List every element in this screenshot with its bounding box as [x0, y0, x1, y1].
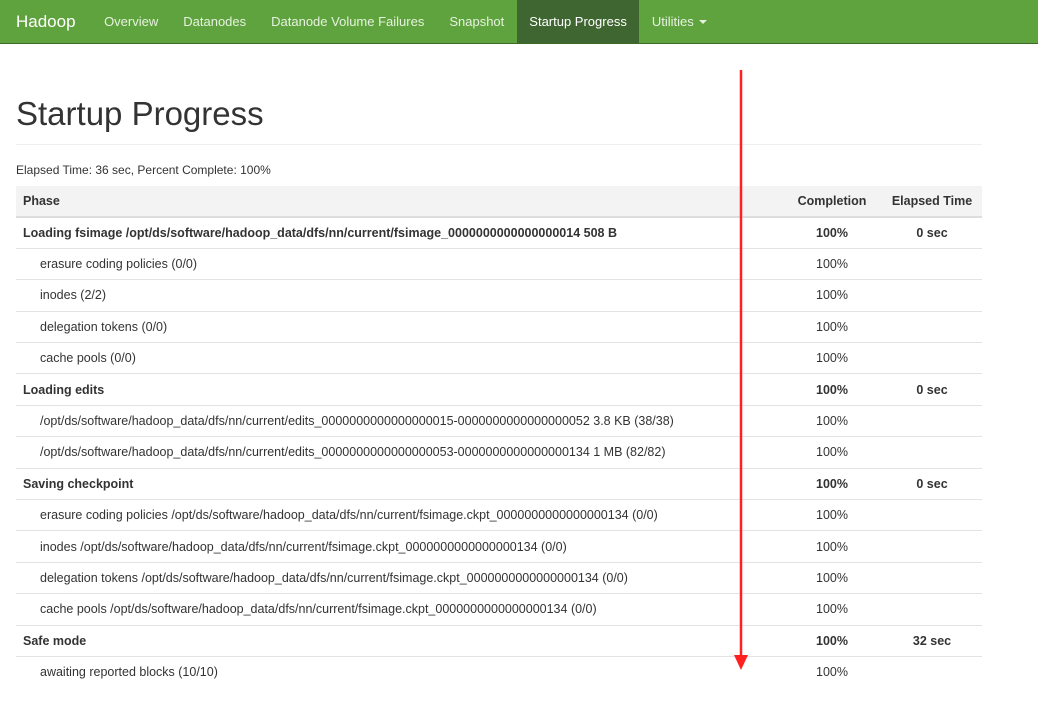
- row-name: erasure coding policies /opt/ds/software…: [16, 499, 782, 531]
- row-completion: 100%: [782, 342, 882, 374]
- page-title: Startup Progress: [16, 94, 982, 145]
- row-elapsed: [882, 342, 982, 374]
- step-row: inodes /opt/ds/software/hadoop_data/dfs/…: [16, 530, 982, 563]
- header-elapsed-time: Elapsed Time: [882, 186, 982, 218]
- row-completion: 100%: [782, 279, 882, 312]
- row-elapsed: 0 sec: [882, 216, 982, 249]
- row-elapsed: [882, 655, 982, 688]
- phase-row: Loading fsimage /opt/ds/software/hadoop_…: [16, 216, 982, 249]
- row-elapsed: 32 sec: [882, 624, 982, 657]
- row-completion: 100%: [782, 530, 882, 563]
- nav-overview[interactable]: Overview: [104, 14, 159, 29]
- row-completion: 100%: [782, 404, 882, 437]
- row-name: /opt/ds/software/hadoop_data/dfs/nn/curr…: [16, 436, 782, 469]
- phase-row: Saving checkpoint 100% 0 sec: [16, 467, 982, 500]
- row-elapsed: 0 sec: [882, 373, 982, 406]
- step-row: erasure coding policies /opt/ds/software…: [16, 499, 982, 531]
- navbar: Hadoop Overview Datanodes Datanode Volum…: [0, 0, 1038, 44]
- nav-snapshot[interactable]: Snapshot: [449, 14, 505, 29]
- step-row: delegation tokens /opt/ds/software/hadoo…: [16, 561, 982, 594]
- row-elapsed: [882, 499, 982, 531]
- step-row: /opt/ds/software/hadoop_data/dfs/nn/curr…: [16, 436, 982, 469]
- step-row: /opt/ds/software/hadoop_data/dfs/nn/curr…: [16, 404, 982, 437]
- row-completion: 100%: [782, 310, 882, 343]
- row-name: cache pools (0/0): [16, 342, 782, 374]
- elapsed-summary: Elapsed Time: 36 sec, Percent Complete: …: [16, 163, 271, 177]
- row-name: inodes (2/2): [16, 279, 782, 312]
- row-name: /opt/ds/software/hadoop_data/dfs/nn/curr…: [16, 404, 782, 437]
- row-name: awaiting reported blocks (10/10): [16, 655, 782, 688]
- row-completion: 100%: [782, 655, 882, 688]
- row-name: delegation tokens (0/0): [16, 310, 782, 343]
- startup-progress-table: Phase Completion Elapsed Time Loading fs…: [16, 186, 982, 688]
- main-content: Startup Progress Elapsed Time: 36 sec, P…: [16, 44, 982, 688]
- row-name: delegation tokens /opt/ds/software/hadoo…: [16, 561, 782, 594]
- nav-datanode-volume-failures[interactable]: Datanode Volume Failures: [271, 14, 425, 29]
- nav-utilities-label: Utilities: [651, 14, 694, 29]
- row-name: cache pools /opt/ds/software/hadoop_data…: [16, 593, 782, 626]
- step-row: inodes (2/2) 100%: [16, 279, 982, 312]
- row-name: Safe mode: [16, 624, 782, 657]
- brand-logo[interactable]: Hadoop: [16, 11, 76, 31]
- row-elapsed: [882, 593, 982, 626]
- row-elapsed: [882, 404, 982, 437]
- header-phase: Phase: [16, 186, 782, 218]
- phase-row: Loading edits 100% 0 sec: [16, 373, 982, 406]
- row-completion: 100%: [782, 373, 882, 406]
- row-completion: 100%: [782, 216, 882, 249]
- nav-startup-progress[interactable]: Startup Progress: [516, 0, 640, 43]
- row-completion: 100%: [782, 593, 882, 626]
- row-name: Saving checkpoint: [16, 467, 782, 500]
- row-name: inodes /opt/ds/software/hadoop_data/dfs/…: [16, 530, 782, 563]
- step-row: erasure coding policies (0/0) 100%: [16, 247, 982, 280]
- row-elapsed: [882, 247, 982, 280]
- row-completion: 100%: [782, 499, 882, 531]
- nav-datanodes[interactable]: Datanodes: [183, 14, 247, 29]
- row-completion: 100%: [782, 624, 882, 657]
- step-row: cache pools /opt/ds/software/hadoop_data…: [16, 593, 982, 626]
- nav-utilities[interactable]: Utilities: [639, 0, 719, 43]
- row-elapsed: [882, 279, 982, 312]
- header-completion: Completion: [782, 186, 882, 218]
- row-elapsed: [882, 530, 982, 563]
- phase-row: Safe mode 100% 32 sec: [16, 624, 982, 657]
- row-elapsed: [882, 310, 982, 343]
- row-completion: 100%: [782, 467, 882, 500]
- row-elapsed: [882, 436, 982, 469]
- step-row: delegation tokens (0/0) 100%: [16, 310, 982, 343]
- step-row: cache pools (0/0) 100%: [16, 342, 982, 374]
- row-completion: 100%: [782, 436, 882, 469]
- row-elapsed: [882, 561, 982, 594]
- step-row: awaiting reported blocks (10/10) 100%: [16, 655, 982, 688]
- row-name: erasure coding policies (0/0): [16, 247, 782, 280]
- row-name: Loading edits: [16, 373, 782, 406]
- row-name: Loading fsimage /opt/ds/software/hadoop_…: [16, 216, 782, 249]
- row-completion: 100%: [782, 561, 882, 594]
- caret-down-icon: [698, 19, 707, 24]
- row-completion: 100%: [782, 247, 882, 280]
- row-elapsed: 0 sec: [882, 467, 982, 500]
